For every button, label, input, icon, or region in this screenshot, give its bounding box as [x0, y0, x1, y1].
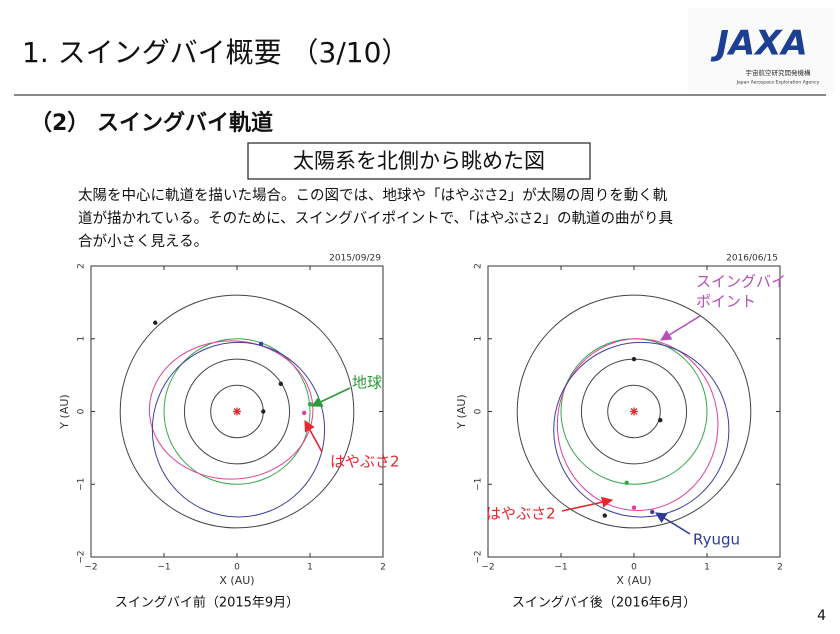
orbit [183, 358, 291, 465]
body-position [631, 356, 637, 362]
body-position [278, 381, 283, 387]
x-tick-label: −2 [84, 563, 97, 573]
body-position [602, 513, 607, 518]
x-tick-label: 0 [631, 563, 637, 573]
plot-caption: スイングバイ前（2015年9月） [115, 595, 299, 611]
orbit [148, 340, 314, 480]
body-position [650, 509, 655, 515]
annotation-arrow [660, 315, 701, 341]
orbit [119, 294, 355, 529]
orbit [607, 384, 661, 439]
annotation-arrow [310, 387, 351, 407]
y-tick-label: 1 [77, 336, 87, 342]
body-position [631, 505, 637, 510]
body-position [658, 418, 663, 423]
y-tick-label: 0 [77, 408, 87, 414]
annotation: Ryugu [693, 531, 740, 549]
x-axis-label: X (AU) [616, 574, 651, 587]
annotation: はやぶさ2 [330, 453, 400, 471]
annotation-arrow [304, 420, 323, 453]
slide-title: 1. スイングバイ概要 （3/10） [22, 36, 409, 69]
paragraph-line: 道が描かれている。そのために、スイングバイポイントで、「はやぶさ2」の軌道の曲が… [78, 210, 673, 227]
body-position [261, 409, 266, 414]
orbit [151, 341, 326, 518]
x-tick-label: −1 [554, 563, 567, 573]
annotation: 地球 [352, 374, 382, 392]
body-position [307, 402, 313, 407]
body-position [624, 480, 629, 485]
y-tick-label: 2 [77, 263, 87, 269]
sun [630, 407, 638, 416]
y-tick-label: −2 [77, 550, 87, 563]
x-tick-label: 2 [777, 563, 783, 573]
y-tick-label: −1 [474, 478, 484, 491]
x-axis-label: X (AU) [219, 574, 254, 587]
logo: JAXA [710, 24, 808, 64]
logo-jp: 宇宙航空研究開発機構 [746, 68, 812, 77]
y-axis-label: Y (AU) [58, 394, 71, 429]
y-tick-label: 1 [474, 336, 484, 342]
body-position [258, 341, 264, 347]
x-tick-label: 1 [307, 563, 313, 573]
y-tick-label: 0 [474, 408, 484, 414]
x-tick-label: 1 [704, 563, 710, 573]
body-position [301, 410, 307, 416]
x-tick-label: −1 [157, 563, 170, 573]
paragraph-line: 太陽を中心に軌道を描いた場合。この図では、地球や「はやぶさ2」が太陽の周りを動く… [78, 187, 668, 204]
page-number: 4 [817, 608, 826, 624]
y-tick-label: −1 [77, 478, 87, 491]
paragraph-line: 合が小さく見える。 [78, 233, 208, 250]
y-tick-label: −2 [474, 550, 484, 563]
plot-date: 2015/09/29 [329, 254, 381, 264]
heading-box [247, 142, 591, 180]
annotation-arrow [561, 496, 614, 512]
logo-en: Japan Aerospace Exploration Agency [736, 80, 820, 86]
logo-panel [688, 8, 834, 92]
orbit [163, 338, 311, 485]
orbit [553, 341, 730, 518]
annotation: はやぶさ2 [486, 505, 556, 523]
body-position [153, 320, 158, 325]
box-heading: 太陽系を北側から眺めた図 [293, 149, 545, 173]
plot-caption: スイングバイ後（2016年6月） [512, 596, 696, 611]
section-heading: （2） スイングバイ軌道 [30, 110, 273, 136]
plot-date: 2016/06/15 [726, 254, 778, 264]
annotation-arrow [655, 512, 691, 535]
orbit [556, 338, 719, 511]
x-tick-label: −2 [481, 563, 494, 573]
x-tick-label: 0 [234, 563, 240, 573]
y-tick-label: 2 [474, 263, 484, 269]
x-tick-label: 2 [380, 563, 386, 573]
annotation: スイングバイ [696, 273, 786, 291]
annotation: ポイント [696, 293, 756, 311]
y-axis-label: Y (AU) [455, 394, 468, 429]
sun [233, 407, 241, 416]
orbit [516, 294, 752, 529]
